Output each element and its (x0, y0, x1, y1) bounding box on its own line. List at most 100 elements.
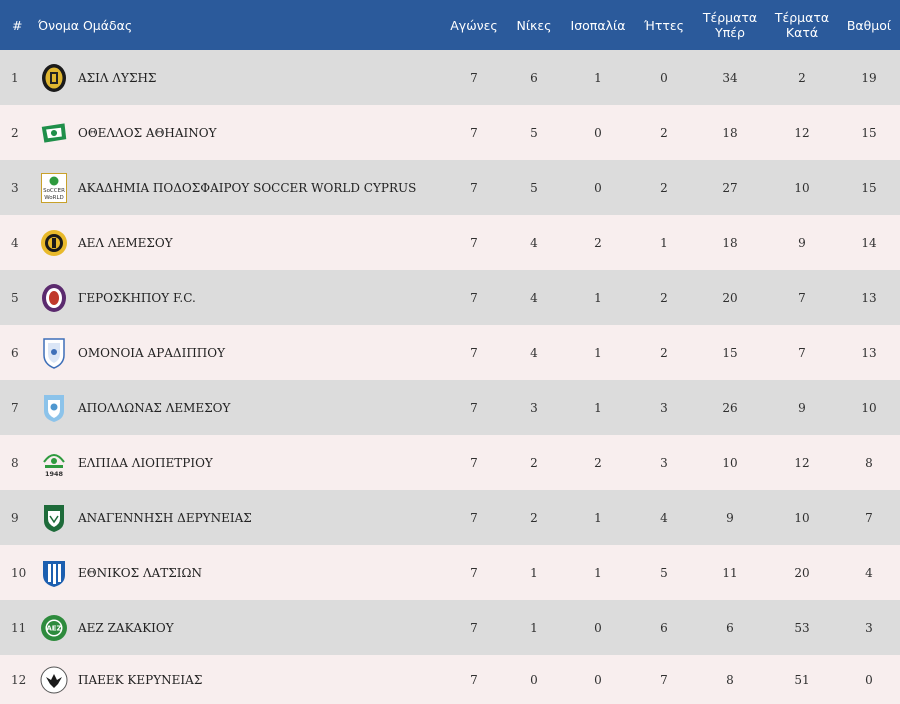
table-row: 4 ΑΕΛ ΛΕΜΕΣΟΥ 7 4 2 1 18 9 14 (0, 215, 900, 270)
goals-for-cell: 8 (726, 672, 734, 687)
draws-cell: 0 (594, 672, 602, 687)
losses-cell: 4 (660, 510, 668, 525)
points-cell: 15 (861, 180, 877, 195)
header-team: Όνομα Ομάδας (38, 17, 133, 33)
goals-for-cell: 20 (722, 290, 738, 305)
paeek-crest-icon (40, 664, 68, 696)
team-cell: SoCCER WoRLD ΑΚΑΔΗΜΙΑ ΠΟΔΟΣΦΑΙΡΟΥ SOCCER … (32, 160, 442, 215)
wins-cell: 1 (530, 565, 538, 580)
team-cell: ΑΝΑΓΕΝΝΗΣΗ ΔΕΡΥΝΕΙΑΣ (32, 490, 442, 545)
goals-for-cell: 18 (722, 125, 738, 140)
played-cell: 7 (470, 125, 478, 140)
table-row: 12 ΠΑΕΕΚ ΚΕΡΥΝΕΙΑΣ 7 0 0 7 8 51 0 (0, 655, 900, 704)
points-cell: 19 (861, 70, 877, 85)
rank-cell: 6 (11, 345, 19, 360)
goals-against-cell: 10 (794, 180, 810, 195)
header-goals-for-line1: Τέρματα (702, 10, 758, 25)
header-losses: Ήττες (643, 17, 685, 33)
header-goals-against-line2: Κατά (785, 25, 819, 40)
team-name: ΠΑΕΕΚ ΚΕΡΥΝΕΙΑΣ (78, 672, 203, 687)
team-name: ΑΚΑΔΗΜΙΑ ΠΟΔΟΣΦΑΙΡΟΥ SOCCER WORLD CYPRUS (78, 180, 417, 195)
rank-cell: 5 (11, 290, 19, 305)
table-row: 11 ΑΕΖ ΑΕΖ ΖΑΚΑΚΙΟΥ 7 1 0 6 6 53 3 (0, 600, 900, 655)
points-cell: 0 (865, 672, 873, 687)
losses-cell: 3 (660, 455, 668, 470)
losses-cell: 2 (660, 290, 668, 305)
points-cell: 15 (861, 125, 877, 140)
goals-for-cell: 6 (726, 620, 734, 635)
soccer-world-logo-text-2: WoRLD (44, 195, 64, 201)
team-name: ΑΕΛ ΛΕΜΕΣΟΥ (78, 235, 173, 250)
wins-cell: 2 (530, 510, 538, 525)
elpida-logo-text: 1948 (45, 470, 64, 478)
header-rank: # (12, 17, 23, 33)
goals-against-cell: 10 (794, 510, 810, 525)
table-row: 6 ΟΜΟΝΟΙΑ ΑΡΑΔΙΠΠΟΥ 7 4 1 2 15 7 13 (0, 325, 900, 380)
losses-cell: 7 (660, 672, 668, 687)
table-row: 5 ΓΕΡΟΣΚΗΠΟΥ F.C. 7 4 1 2 20 7 13 (0, 270, 900, 325)
header-draws: Ισοπαλία (570, 17, 626, 33)
rank-cell: 8 (11, 455, 19, 470)
losses-cell: 2 (660, 125, 668, 140)
played-cell: 7 (470, 565, 478, 580)
goals-for-cell: 18 (722, 235, 738, 250)
points-cell: 13 (861, 345, 877, 360)
team-cell: ΑΕΖ ΑΕΖ ΖΑΚΑΚΙΟΥ (32, 600, 442, 655)
losses-cell: 2 (660, 180, 668, 195)
header-wins: Νίκες (516, 17, 552, 33)
goals-for-cell: 9 (726, 510, 734, 525)
rank-cell: 2 (11, 125, 19, 140)
geroskipou-crest-icon (40, 282, 68, 314)
header-goals-against: Τέρματα Κατά (766, 0, 838, 50)
draws-cell: 1 (594, 510, 602, 525)
apollon-crest-icon (40, 392, 68, 424)
draws-cell: 1 (594, 70, 602, 85)
goals-for-cell: 27 (722, 180, 738, 195)
team-name: ΓΕΡΟΣΚΗΠΟΥ F.C. (78, 290, 196, 305)
rank-cell: 10 (11, 565, 27, 580)
played-cell: 7 (470, 290, 478, 305)
wins-cell: 6 (530, 70, 538, 85)
table-row: 7 ΑΠΟΛΛΩΝΑΣ ΛΕΜΕΣΟΥ 7 3 1 3 26 9 10 (0, 380, 900, 435)
losses-cell: 0 (660, 70, 668, 85)
goals-for-cell: 15 (722, 345, 738, 360)
ael-crest-icon (40, 227, 68, 259)
draws-cell: 1 (594, 290, 602, 305)
anagennisi-crest-icon (40, 502, 68, 534)
team-cell: ΓΕΡΟΣΚΗΠΟΥ F.C. (32, 270, 442, 325)
draws-cell: 0 (594, 125, 602, 140)
ethnikos-crest-icon (40, 557, 68, 589)
goals-against-cell: 12 (794, 125, 810, 140)
goals-against-cell: 20 (794, 565, 810, 580)
goals-against-cell: 53 (794, 620, 810, 635)
draws-cell: 0 (594, 180, 602, 195)
team-name: ΑΝΑΓΕΝΝΗΣΗ ΔΕΡΥΝΕΙΑΣ (78, 510, 252, 525)
wins-cell: 4 (530, 290, 538, 305)
table-row: 10 ΕΘΝΙΚΟΣ ΛΑΤΣΙΩΝ 7 1 1 5 11 20 4 (0, 545, 900, 600)
played-cell: 7 (470, 235, 478, 250)
header-goals-for: Τέρματα Υπέρ (694, 0, 766, 50)
played-cell: 7 (470, 180, 478, 195)
team-cell: ΑΠΟΛΛΩΝΑΣ ΛΕΜΕΣΟΥ (32, 380, 442, 435)
rank-cell: 4 (11, 235, 19, 250)
team-cell: ΕΘΝΙΚΟΣ ΛΑΤΣΙΩΝ (32, 545, 442, 600)
played-cell: 7 (470, 510, 478, 525)
header-points: Βαθμοί (846, 17, 892, 33)
goals-against-cell: 7 (798, 345, 806, 360)
table-row: 2 ΟΘΕΛΛΟΣ ΑΘΗΑΙΝΟΥ 7 5 0 2 18 12 15 (0, 105, 900, 160)
draws-cell: 1 (594, 565, 602, 580)
wins-cell: 5 (530, 125, 538, 140)
header-played: Αγώνες (450, 17, 498, 33)
draws-cell: 2 (594, 235, 602, 250)
losses-cell: 3 (660, 400, 668, 415)
team-cell: ΟΘΕΛΛΟΣ ΑΘΗΑΙΝΟΥ (32, 105, 442, 160)
rank-cell: 3 (11, 180, 19, 195)
goals-for-cell: 11 (722, 565, 738, 580)
header-goals-against-line1: Τέρματα (774, 10, 830, 25)
goals-against-cell: 51 (794, 672, 810, 687)
table-row: 8 1948 ΕΛΠΙΔΑ ΛΙΟΠΕΤΡΙΟΥ 7 2 2 3 10 12 8 (0, 435, 900, 490)
rank-cell: 11 (11, 620, 27, 635)
team-name: ΑΠΟΛΛΩΝΑΣ ΛΕΜΕΣΟΥ (78, 400, 231, 415)
team-name: ΑΕΖ ΖΑΚΑΚΙΟΥ (78, 620, 174, 635)
